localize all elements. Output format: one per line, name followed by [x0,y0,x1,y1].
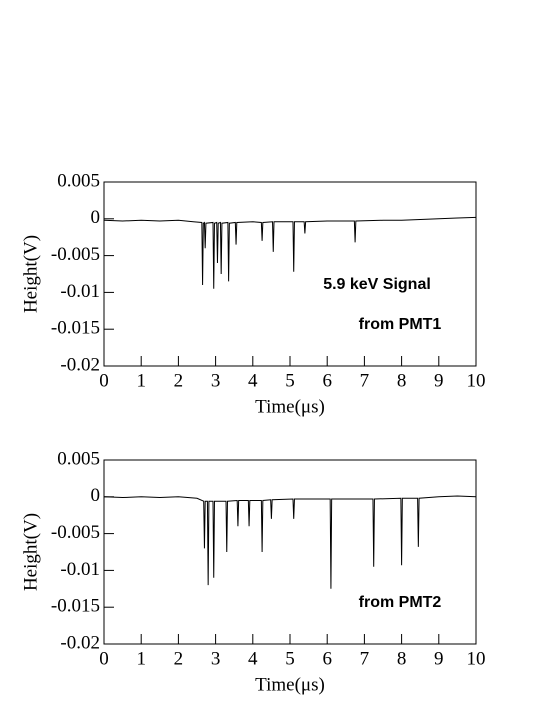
annotation: from PMT2 [359,594,442,611]
y-tick-label: -0.02 [60,354,100,375]
x-axis-label: Time(μs) [255,396,325,417]
x-tick-label: 2 [174,648,184,669]
x-tick-label: 0 [99,370,109,391]
x-axis-label: Time(μs) [255,674,325,695]
waveform [103,216,477,289]
x-tick-label: 8 [397,370,407,391]
y-tick-label: -0.015 [51,596,100,617]
annotation: from PMT1 [359,316,442,333]
x-tick-label: 3 [211,648,221,669]
y-tick-label: 0 [91,485,101,506]
x-tick-label: 10 [467,648,486,669]
y-tick-label: -0.01 [60,559,100,580]
y-tick-label: 0.005 [57,170,100,191]
y-tick-label: 0.005 [57,448,100,469]
x-tick-label: 7 [360,370,370,391]
plot-frame [103,181,477,367]
x-tick-label: 5 [285,370,295,391]
x-tick-label: 1 [136,648,146,669]
y-tick-label: -0.02 [60,632,100,653]
x-tick-label: 1 [136,370,146,391]
annotation: 5.9 keV Signal [323,276,431,293]
y-axis-label: Height(V) [20,235,41,313]
x-tick-label: 6 [322,648,332,669]
x-tick-label: 6 [322,370,332,391]
x-tick-label: 0 [99,648,109,669]
y-tick-label: -0.015 [51,318,100,339]
y-tick-label: -0.01 [60,281,100,302]
x-tick-label: 2 [174,370,184,391]
x-tick-label: 10 [467,370,486,391]
x-tick-label: 9 [434,370,444,391]
x-tick-label: 8 [397,648,407,669]
x-tick-label: 4 [248,370,258,391]
y-tick-label: -0.005 [51,244,100,265]
x-tick-label: 3 [211,370,221,391]
x-tick-label: 5 [285,648,295,669]
x-tick-label: 4 [248,648,258,669]
y-tick-label: 0 [91,207,101,228]
x-tick-label: 9 [434,648,444,669]
y-axis-label: Height(V) [20,513,41,591]
waveform [103,495,477,589]
plot-frame [103,459,477,645]
x-tick-label: 7 [360,648,370,669]
y-tick-label: -0.005 [51,522,100,543]
